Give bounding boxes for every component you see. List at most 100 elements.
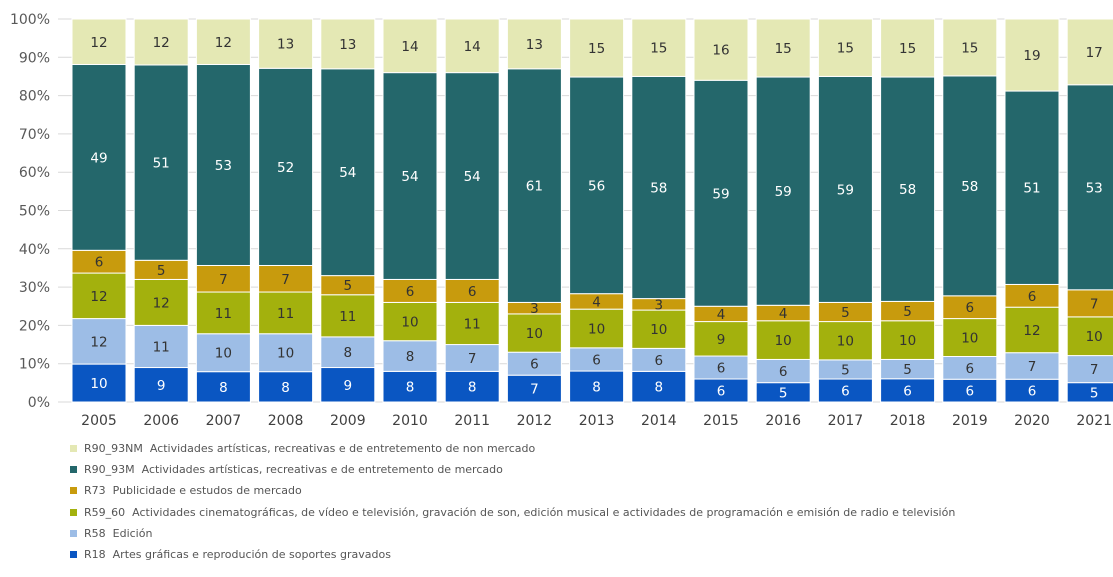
data-label: 12 bbox=[215, 35, 232, 51]
legend-label: Actividades artísticas, recreativas e de… bbox=[150, 442, 535, 455]
data-label: 15 bbox=[588, 41, 605, 57]
data-label: 6 bbox=[717, 361, 726, 377]
data-label: 61 bbox=[526, 179, 543, 195]
data-label: 4 bbox=[592, 294, 601, 310]
data-label: 51 bbox=[153, 156, 170, 172]
x-tick-label: 2018 bbox=[890, 413, 926, 429]
data-label: 6 bbox=[468, 284, 477, 300]
data-label: 52 bbox=[277, 160, 294, 176]
y-tick-label: 10% bbox=[19, 357, 50, 373]
data-label: 6 bbox=[95, 255, 104, 271]
data-label: 4 bbox=[779, 306, 788, 322]
data-label: 58 bbox=[899, 182, 916, 198]
data-label: 9 bbox=[344, 378, 353, 394]
data-label: 10 bbox=[899, 333, 916, 349]
data-label: 58 bbox=[650, 181, 667, 197]
data-label: 59 bbox=[712, 186, 729, 202]
legend-swatch bbox=[70, 509, 77, 516]
data-label: 10 bbox=[90, 376, 107, 392]
stacked-bar-chart: 0% 10% 20% 30% 40% 50% 60% 70% 80% 90% 100% 10 12 12… bbox=[0, 0, 1113, 430]
data-label: 14 bbox=[401, 39, 418, 55]
legend-swatch bbox=[70, 530, 77, 537]
x-tick-label: 2008 bbox=[268, 413, 304, 429]
data-label: 11 bbox=[153, 339, 170, 355]
data-label: 5 bbox=[903, 362, 912, 378]
x-tick-label: 2021 bbox=[1076, 413, 1112, 429]
data-label: 59 bbox=[775, 184, 792, 200]
data-label: 6 bbox=[717, 384, 726, 400]
data-label: 12 bbox=[153, 35, 170, 51]
data-label: 54 bbox=[339, 165, 356, 181]
data-label: 8 bbox=[281, 380, 290, 396]
data-label: 11 bbox=[277, 306, 294, 322]
data-label: 8 bbox=[406, 349, 415, 365]
data-label: 10 bbox=[1086, 329, 1103, 345]
x-axis: 2005 2006 2007 2008 2009 2010 2011 2012 2013 2014… bbox=[81, 413, 1112, 429]
legend-item: R90_93NM Actividades artísticas, recreati… bbox=[70, 438, 1110, 459]
x-tick-label: 2010 bbox=[392, 413, 428, 429]
x-tick-label: 2013 bbox=[579, 413, 615, 429]
x-tick-label: 2019 bbox=[952, 413, 988, 429]
x-tick-label: 2016 bbox=[765, 413, 801, 429]
data-label: 12 bbox=[90, 35, 107, 51]
data-label: 6 bbox=[966, 384, 975, 400]
data-label: 5 bbox=[1090, 385, 1099, 401]
data-label: 10 bbox=[526, 326, 543, 342]
data-label: 5 bbox=[779, 385, 788, 401]
legend-swatch bbox=[70, 551, 77, 558]
legend-code: R18 bbox=[84, 548, 106, 561]
data-label: 10 bbox=[401, 315, 418, 331]
legend-item: R73 Publicidade e estudos de mercado bbox=[70, 480, 1110, 501]
x-tick-label: 2009 bbox=[330, 413, 366, 429]
legend-swatch bbox=[70, 487, 77, 494]
x-tick-label: 2017 bbox=[828, 413, 864, 429]
data-label: 6 bbox=[966, 361, 975, 377]
data-label: 5 bbox=[903, 304, 912, 320]
legend-code: R58 bbox=[84, 527, 106, 540]
data-label: 58 bbox=[961, 179, 978, 195]
data-label: 54 bbox=[401, 169, 418, 185]
y-tick-label: 20% bbox=[19, 318, 50, 334]
y-tick-label: 70% bbox=[19, 127, 50, 143]
data-label: 19 bbox=[1023, 48, 1040, 64]
data-label: 8 bbox=[468, 380, 477, 396]
data-label: 12 bbox=[90, 334, 107, 350]
data-label: 6 bbox=[1028, 289, 1037, 305]
data-label: 15 bbox=[961, 40, 978, 56]
x-tick-label: 2012 bbox=[517, 413, 553, 429]
data-label: 15 bbox=[650, 41, 667, 57]
data-label: 5 bbox=[841, 305, 850, 321]
data-label: 54 bbox=[464, 169, 481, 185]
data-label: 11 bbox=[215, 306, 232, 322]
legend: R90_93NM Actividades artísticas, recreati… bbox=[70, 438, 1110, 565]
data-label: 12 bbox=[153, 295, 170, 311]
data-label: 15 bbox=[837, 41, 854, 57]
legend-item: R18 Artes gráficas e reprodución de sopor… bbox=[70, 544, 1110, 565]
data-label: 5 bbox=[157, 263, 166, 279]
legend-label: Actividades cinematográficas, de vídeo e… bbox=[132, 506, 955, 519]
data-label: 13 bbox=[526, 37, 543, 53]
legend-code: R73 bbox=[84, 484, 106, 497]
bars: 1012126491291112551128101175312810117521… bbox=[72, 19, 1113, 402]
data-label: 11 bbox=[339, 309, 356, 325]
data-label: 15 bbox=[899, 41, 916, 57]
data-label: 14 bbox=[464, 39, 481, 55]
x-tick-label: 2005 bbox=[81, 413, 117, 429]
data-label: 13 bbox=[339, 37, 356, 53]
data-label: 6 bbox=[592, 352, 601, 368]
x-tick-label: 2011 bbox=[454, 413, 490, 429]
data-label: 12 bbox=[1023, 323, 1040, 339]
y-tick-label: 50% bbox=[19, 204, 50, 220]
x-tick-label: 2014 bbox=[641, 413, 677, 429]
data-label: 7 bbox=[219, 272, 228, 288]
legend-label: Publicidade e estudos de mercado bbox=[113, 484, 302, 497]
legend-swatch bbox=[70, 445, 77, 452]
data-label: 10 bbox=[215, 346, 232, 362]
data-label: 56 bbox=[588, 178, 605, 194]
data-label: 6 bbox=[406, 284, 415, 300]
data-label: 6 bbox=[779, 364, 788, 380]
legend-code: R90_93NM bbox=[84, 442, 143, 455]
y-tick-label: 30% bbox=[19, 280, 50, 296]
y-tick-label: 60% bbox=[19, 165, 50, 181]
legend-label: Edición bbox=[113, 527, 153, 540]
